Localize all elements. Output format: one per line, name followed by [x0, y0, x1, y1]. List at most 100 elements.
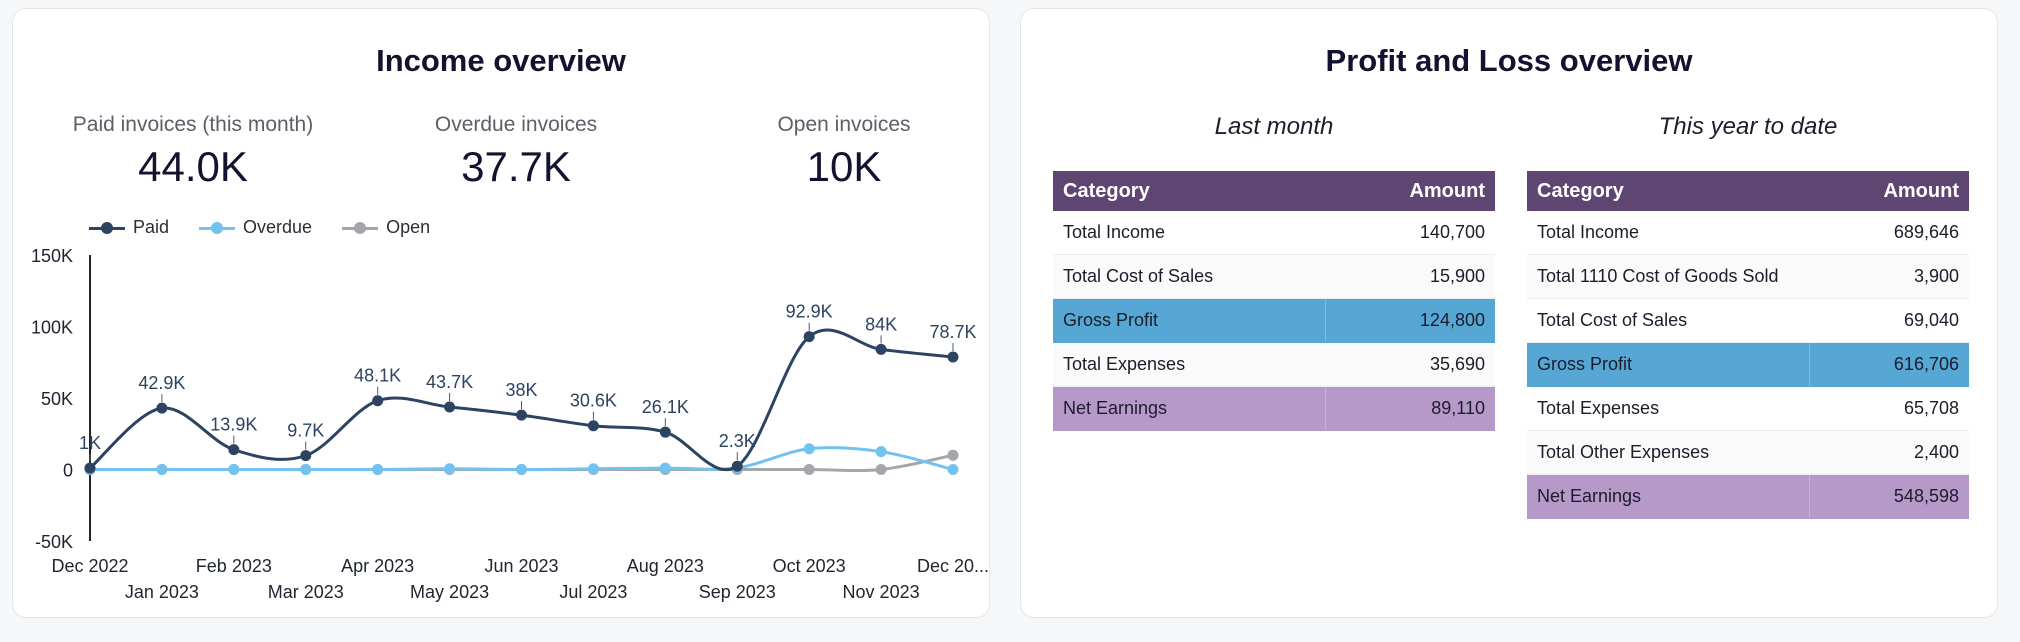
chart-legend: Paid Overdue Open: [89, 217, 430, 238]
data-point-overdue[interactable]: [444, 463, 456, 475]
legend-swatch-open: [342, 221, 379, 235]
row-category: Total Expenses: [1527, 386, 1809, 431]
data-point-paid[interactable]: [156, 402, 168, 414]
legend-label-overdue: Overdue: [243, 217, 313, 237]
data-point-paid[interactable]: [516, 409, 527, 421]
data-point-paid[interactable]: [444, 401, 456, 413]
legend-item-open[interactable]: Open: [342, 217, 430, 238]
data-point-overdue[interactable]: [947, 464, 959, 475]
data-point-overdue[interactable]: [372, 464, 384, 475]
data-label-paid: 13.9K: [210, 415, 257, 435]
data-point-paid[interactable]: [659, 426, 671, 438]
header-amount[interactable]: Amount: [1809, 171, 1969, 211]
data-label-paid: 84K: [865, 314, 897, 334]
data-point-overdue[interactable]: [156, 464, 168, 475]
header-category[interactable]: Category: [1527, 171, 1809, 211]
row-category: Total 1110 Cost of Goods Sold: [1527, 254, 1809, 299]
y-tick-label: 100K: [31, 318, 73, 338]
kpi-open-label: Open invoices: [777, 113, 911, 136]
x-tick-label: Mar 2023: [268, 582, 344, 602]
data-point-overdue[interactable]: [803, 443, 815, 455]
ytd-heading: This year to date: [1658, 113, 1838, 140]
data-point-overdue[interactable]: [516, 464, 527, 475]
y-tick-label: 150K: [31, 246, 73, 266]
kpi-overdue-invoices: Overdue invoices 37.7K: [356, 113, 676, 191]
data-label-paid: 30.6K: [570, 391, 617, 411]
row-amount: 3,900: [1809, 254, 1969, 299]
data-point-paid[interactable]: [803, 331, 815, 343]
income-line-chart: -50K 0 50K 100K 150K Dec 2022 Jan 2023 Feb 2023…: [31, 246, 989, 602]
row-amount: 2,400: [1809, 430, 1969, 475]
data-point-paid[interactable]: [875, 343, 887, 355]
x-tick-label: Oct 2023: [773, 556, 846, 576]
data-point-paid[interactable]: [947, 351, 959, 363]
data-label-paid: 42.9K: [138, 373, 185, 393]
income-overview-title: Income overview: [376, 43, 626, 78]
row-amount: 548,598: [1808, 474, 1969, 519]
table-row: Total Cost of Sales 15,900: [1053, 254, 1495, 299]
data-point-paid[interactable]: [372, 395, 384, 407]
data-label-paid: 26.1K: [642, 397, 689, 417]
data-label-paid: 78.7K: [929, 322, 976, 342]
y-tick-label: 50K: [41, 389, 73, 409]
x-tick-label: Dec 20...: [917, 556, 989, 576]
data-point-paid[interactable]: [84, 462, 96, 474]
row-category: Gross Profit: [1527, 342, 1809, 387]
row-category: Total Other Expenses: [1527, 430, 1809, 475]
data-point-overdue[interactable]: [587, 463, 599, 475]
data-point-open[interactable]: [875, 464, 887, 475]
x-tick-label: Jun 2023: [484, 556, 558, 576]
ytd-table: Category Amount Total Income 689,646 Total…: [1527, 171, 1969, 519]
x-tick-label: Aug 2023: [627, 556, 704, 576]
data-point-open[interactable]: [947, 449, 959, 461]
data-label-paid: 38K: [505, 380, 537, 400]
table-row: Total 1110 Cost of Goods Sold 3,900: [1527, 254, 1969, 299]
data-point-overdue[interactable]: [300, 464, 312, 475]
kpi-paid-value: 44.0K: [138, 143, 248, 190]
row-amount: 124,800: [1324, 298, 1495, 343]
data-point-paid[interactable]: [228, 444, 240, 456]
legend-label-paid: Paid: [133, 217, 170, 237]
x-tick-label: Jul 2023: [559, 582, 627, 602]
data-point-overdue[interactable]: [875, 446, 887, 458]
income-overview-card: Income overview Paid invoices (this mont…: [12, 8, 990, 618]
row-category: Total Cost of Sales: [1527, 298, 1809, 343]
row-amount: 35,690: [1325, 342, 1495, 387]
last-month-heading: Last month: [1214, 113, 1334, 140]
row-amount: 616,706: [1808, 342, 1969, 387]
legend-label-open: Open: [386, 217, 431, 237]
row-amount: 15,900: [1325, 254, 1495, 299]
data-point-open[interactable]: [803, 464, 815, 475]
table-row: Total Expenses 35,690: [1053, 342, 1495, 387]
kpi-paid-invoices: Paid invoices (this month) 44.0K: [33, 113, 353, 191]
table-header-row: Category Amount: [1053, 171, 1495, 211]
row-amount: 89,110: [1324, 386, 1495, 431]
row-category: Total Expenses: [1053, 342, 1325, 387]
row-category: Net Earnings: [1053, 386, 1325, 431]
y-tick-label: -50K: [35, 532, 73, 552]
legend-item-overdue[interactable]: Overdue: [199, 217, 312, 238]
header-amount[interactable]: Amount: [1325, 171, 1495, 211]
legend-swatch-overdue: [199, 221, 236, 235]
data-point-overdue[interactable]: [659, 462, 671, 474]
data-label-paid: 9.7K: [287, 421, 324, 441]
data-point-overdue[interactable]: [228, 464, 240, 475]
table-row: Net Earnings 89,110: [1053, 386, 1495, 431]
data-point-paid[interactable]: [587, 420, 599, 432]
table-row: Total Cost of Sales 69,040: [1527, 298, 1969, 343]
x-tick-label: Sep 2023: [699, 582, 776, 602]
data-point-paid[interactable]: [731, 460, 743, 472]
kpi-paid-label: Paid invoices (this month): [72, 113, 314, 136]
profit-loss-title: Profit and Loss overview: [1325, 43, 1693, 78]
row-category: Gross Profit: [1053, 298, 1325, 343]
row-amount: 69,040: [1809, 298, 1969, 343]
legend-swatch-paid: [89, 221, 125, 235]
x-tick-label: May 2023: [410, 582, 489, 602]
data-point-paid[interactable]: [300, 450, 312, 462]
table-row: Total Income 140,700: [1053, 211, 1495, 255]
row-category: Net Earnings: [1527, 474, 1809, 519]
header-category[interactable]: Category: [1053, 171, 1325, 211]
row-category: Total Income: [1053, 211, 1325, 255]
legend-item-paid[interactable]: Paid: [89, 217, 169, 238]
x-tick-label: Feb 2023: [196, 556, 272, 576]
